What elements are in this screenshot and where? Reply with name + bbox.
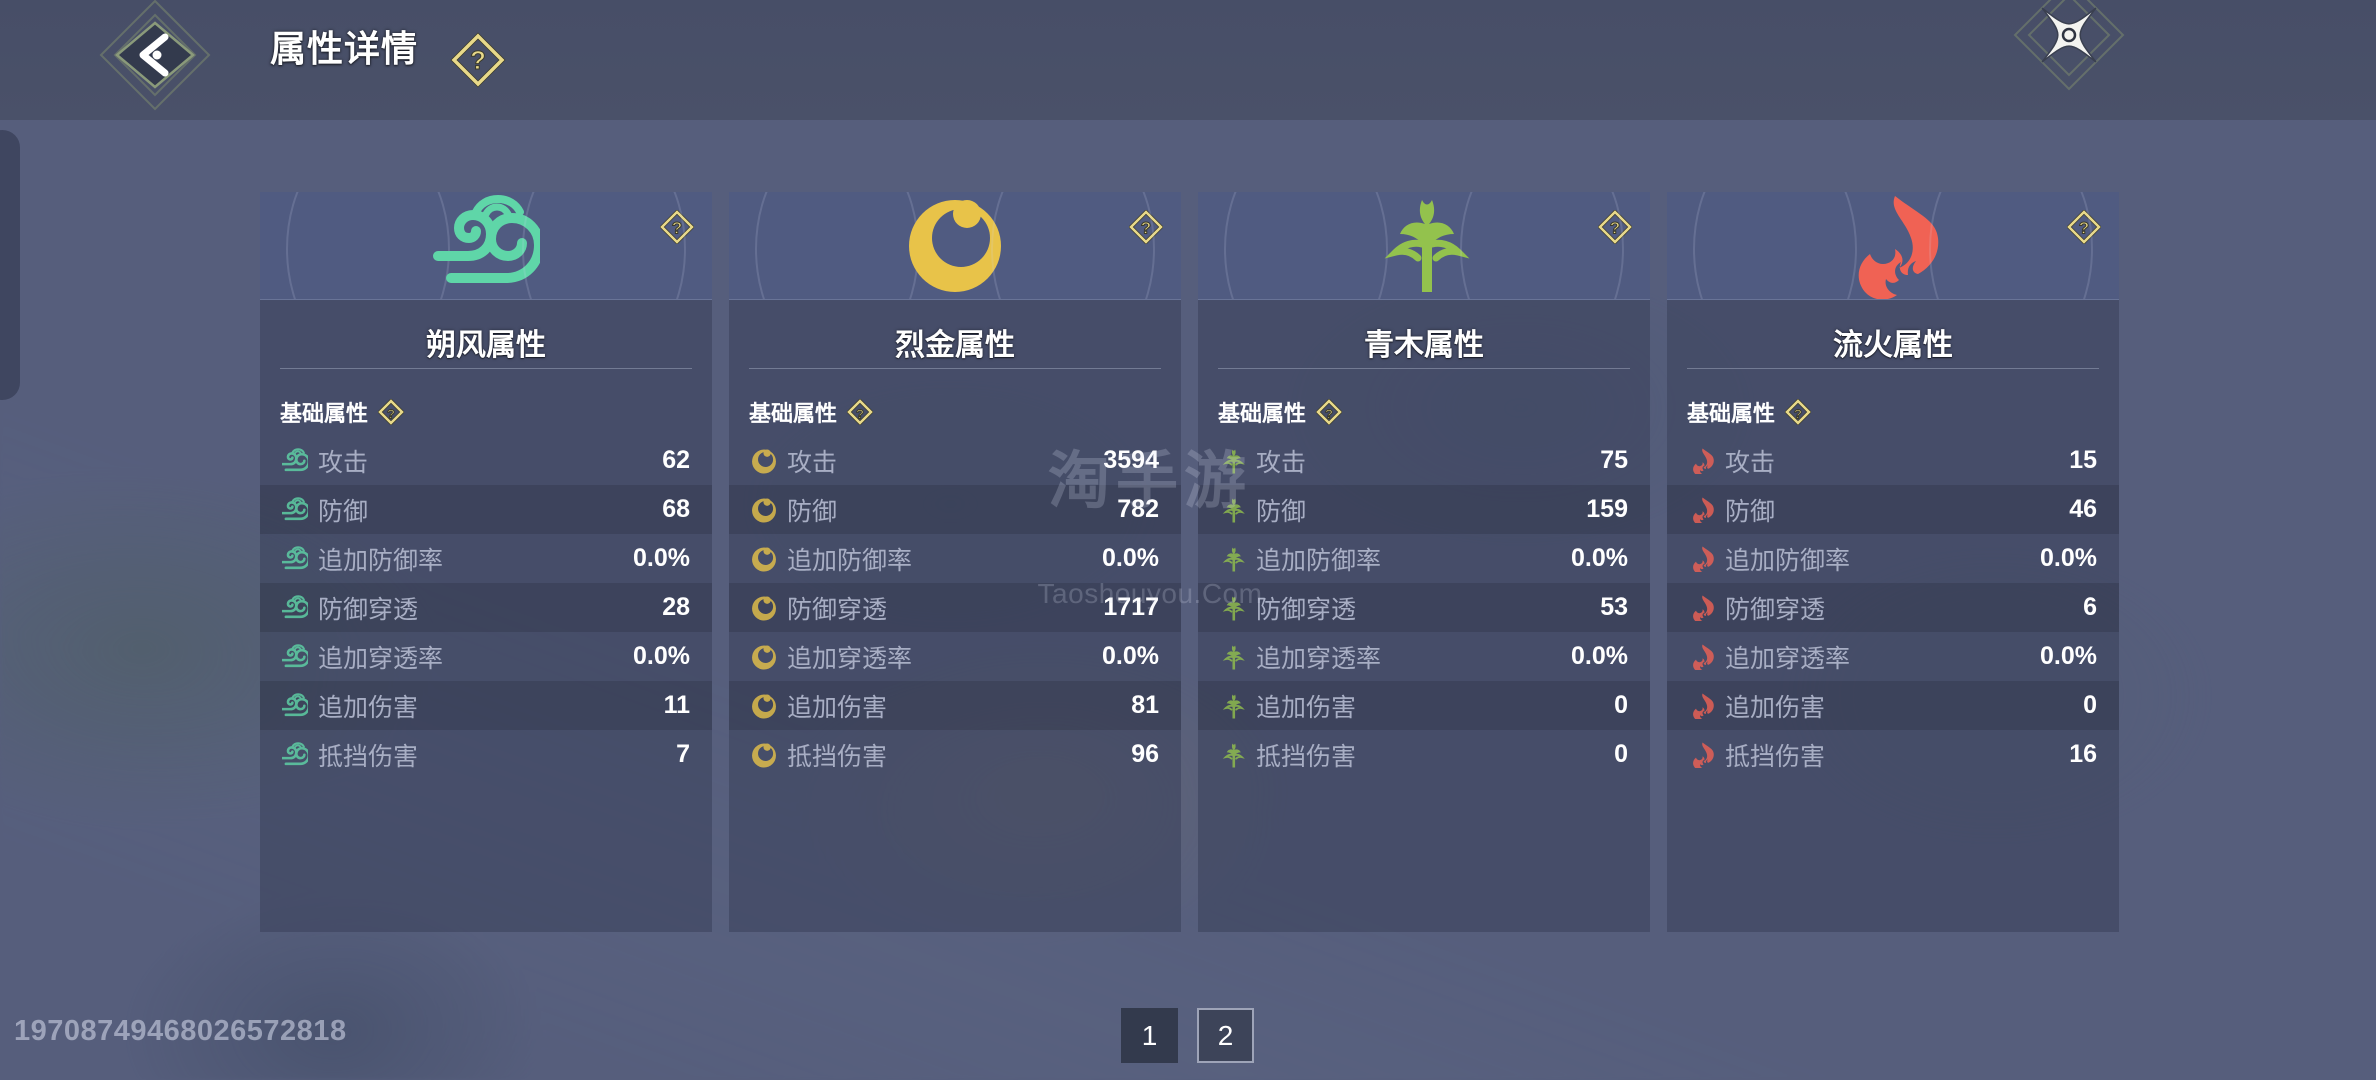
svg-text:?: ?: [856, 407, 864, 422]
svg-text:?: ?: [1325, 407, 1333, 422]
svg-text:?: ?: [672, 219, 682, 238]
svg-text:?: ?: [387, 407, 395, 422]
svg-text:?: ?: [1610, 219, 1620, 238]
svg-text:?: ?: [1794, 407, 1802, 422]
svg-text:?: ?: [470, 45, 486, 75]
svg-text:?: ?: [1141, 219, 1151, 238]
svg-text:?: ?: [2079, 219, 2089, 238]
